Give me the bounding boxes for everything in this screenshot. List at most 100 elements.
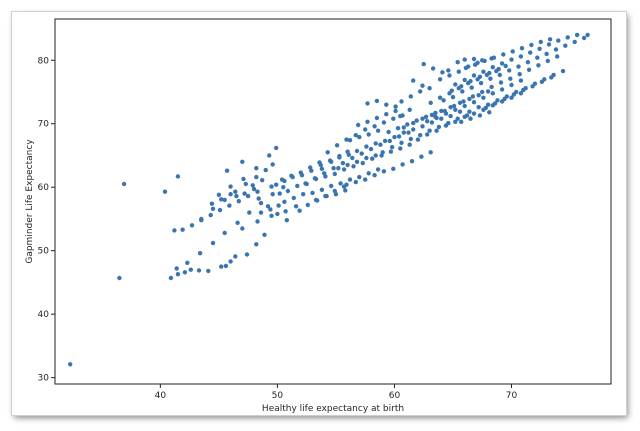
scatter-point <box>468 116 473 121</box>
scatter-point <box>338 181 343 186</box>
scatter-point <box>343 188 348 193</box>
scatter-point <box>400 162 405 167</box>
scatter-point <box>427 128 432 133</box>
y-tick-label: 60 <box>38 183 50 193</box>
scatter-point <box>189 223 195 228</box>
scatter-point <box>244 252 250 257</box>
scatter-point <box>545 58 550 64</box>
scatter-point <box>197 251 203 256</box>
scatter-point <box>269 184 274 189</box>
scatter-point <box>389 145 395 150</box>
scatter-point <box>466 64 471 69</box>
scatter-point <box>581 35 587 41</box>
scatter-point <box>480 58 485 63</box>
scatter-point <box>471 73 477 78</box>
scatter-point <box>270 162 275 167</box>
scatter-point <box>539 79 545 85</box>
scatter-point <box>381 120 387 125</box>
scatter-point <box>528 50 533 55</box>
scatter-point <box>450 94 456 100</box>
scatter-point <box>434 115 439 121</box>
chart-frame: 40 50 60 70 30 40 50 60 70 80 Healthy life expec… <box>12 12 626 415</box>
scatter-point <box>282 199 287 204</box>
scatter-point <box>227 203 232 208</box>
scatter-point <box>471 56 477 62</box>
scatter-point <box>333 192 339 197</box>
scatter-point <box>254 166 259 171</box>
scatter-point <box>365 119 370 125</box>
scatter-point <box>462 114 467 120</box>
scatter-point <box>345 162 350 168</box>
scatter-point <box>462 77 467 83</box>
x-tick-label: 70 <box>506 391 518 401</box>
scatter-point <box>509 82 514 88</box>
scatter-point <box>553 47 559 52</box>
scatter-point <box>481 95 486 100</box>
scatter-point <box>209 201 215 206</box>
scatter-point <box>453 82 458 87</box>
scatter-point <box>282 178 287 184</box>
scatter-point <box>517 72 522 77</box>
scatter-point <box>461 99 466 104</box>
scatter-point <box>315 198 320 203</box>
scatter-point <box>373 141 378 146</box>
scatter-point <box>563 43 568 48</box>
scatter-point <box>308 165 313 170</box>
scatter-point <box>210 240 216 246</box>
scatter-point <box>374 115 380 121</box>
scatter-point <box>298 170 303 175</box>
scatter-point <box>386 129 391 135</box>
scatter-point <box>428 100 433 106</box>
scatter-point <box>374 98 380 104</box>
scatter-point <box>437 77 443 82</box>
scatter-point <box>436 124 442 130</box>
x-axis-label: Healthy life expectancy at birth <box>262 404 404 414</box>
scatter-point <box>285 188 291 194</box>
scatter-point <box>415 137 421 142</box>
scatter-point <box>425 132 430 137</box>
scatter-point <box>439 116 444 121</box>
scatter-point <box>538 39 543 45</box>
y-tick-label: 50 <box>38 247 50 257</box>
scatter-point <box>467 96 472 102</box>
scatter-point <box>254 242 259 247</box>
scatter-point <box>291 195 296 201</box>
scatter-point <box>497 72 502 78</box>
scatter-point <box>544 51 549 57</box>
scatter-point <box>469 85 474 90</box>
scatter-point <box>265 204 271 209</box>
scatter-point <box>477 113 483 118</box>
scatter-point <box>492 101 498 106</box>
scatter-point <box>511 92 516 97</box>
y-tick-label: 80 <box>38 56 50 66</box>
x-tick-label: 60 <box>389 391 401 401</box>
scatter-point <box>510 49 515 54</box>
scatter-point <box>488 76 493 81</box>
scatter-point <box>483 105 488 111</box>
scatter-point <box>341 167 347 172</box>
scatter-point <box>455 116 460 121</box>
scatter-point <box>262 232 267 237</box>
scatter-point <box>372 124 377 129</box>
scatter-point <box>451 103 457 109</box>
scatter-point <box>360 160 365 166</box>
scatter-point <box>391 116 396 121</box>
scatter-point <box>228 184 233 189</box>
scatter-point <box>427 86 432 91</box>
scatter-point <box>245 193 251 199</box>
scatter-point <box>499 61 505 66</box>
scatter-point <box>274 182 279 187</box>
scatter-point <box>378 142 383 147</box>
scatter-point <box>196 268 202 273</box>
scatter-point <box>439 108 444 114</box>
scatter-point <box>334 143 340 148</box>
scatter-point <box>509 95 514 100</box>
scatter-point <box>485 102 491 107</box>
scatter-point <box>206 268 211 274</box>
scatter-point <box>487 110 492 115</box>
scatter-point <box>277 191 282 196</box>
scatter-point <box>449 88 454 93</box>
scatter-point <box>269 213 274 218</box>
scatter-point <box>344 137 349 142</box>
scatter-point <box>359 151 364 156</box>
